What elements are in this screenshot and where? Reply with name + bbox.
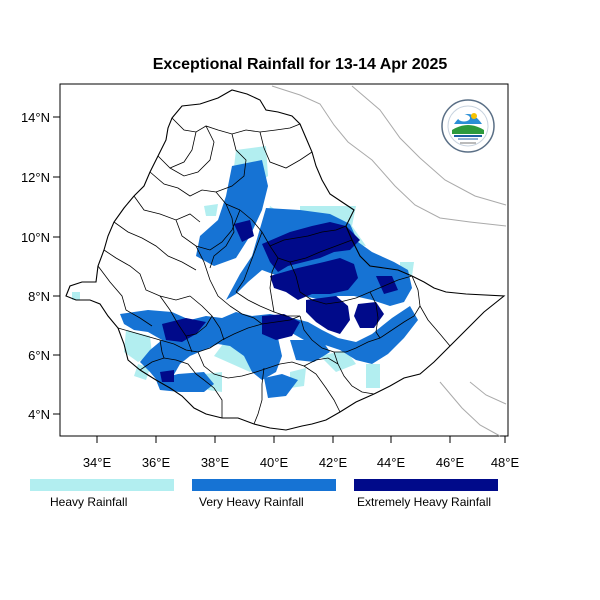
lon-tick-label: 46°E: [436, 455, 465, 470]
very-heavy-rain-area: [196, 160, 268, 266]
neighbor-borders: [271, 85, 507, 437]
sun-icon: [471, 113, 477, 119]
extremely-heavy-rain-area: [270, 258, 358, 300]
heavy-rain-area: [366, 364, 380, 388]
legend-swatch-extremely-heavy: [354, 479, 498, 491]
legend-swatch-very-heavy: [192, 479, 336, 491]
extremely-heavy-rain-area: [306, 296, 350, 334]
extremely-heavy-rain-area: [262, 314, 300, 340]
cloud-icon: [458, 114, 470, 122]
lon-tick-label: 38°E: [201, 455, 230, 470]
rainfall-shading: [72, 146, 418, 398]
very-heavy-rain-area: [290, 340, 330, 362]
lon-tick-label: 44°E: [377, 455, 406, 470]
lat-tick-label: 12°N: [21, 170, 50, 185]
lon-tick-label: 48°E: [491, 455, 520, 470]
map-title: Exceptional Rainfall for 13-14 Apr 2025: [152, 56, 448, 73]
heavy-rain-area: [124, 330, 152, 362]
legend-label-very-heavy: Very Heavy Rainfall: [199, 495, 304, 509]
extremely-heavy-rain-area: [162, 318, 206, 342]
lon-tick-label: 40°E: [260, 455, 289, 470]
emi-logo: [441, 99, 495, 153]
zone-boundaries: [97, 117, 451, 425]
extremely-heavy-rain-area: [160, 370, 174, 382]
legend-label-extremely-heavy: Extremely Heavy Rainfall: [357, 495, 492, 509]
legend-swatch-heavy: [30, 479, 174, 491]
lon-tick-label: 42°E: [319, 455, 348, 470]
legend-label-heavy: Heavy Rainfall: [50, 495, 128, 509]
heavy-rain-area: [204, 204, 218, 216]
heavy-rain-area: [72, 292, 80, 300]
lon-tick-label: 34°E: [83, 455, 112, 470]
extremely-heavy-rain-area: [234, 220, 254, 242]
lat-tick-label: 10°N: [21, 230, 50, 245]
land-icon: [452, 125, 484, 134]
lat-tick-label: 14°N: [21, 110, 50, 125]
ethiopia-border: [65, 89, 506, 431]
lon-tick-label: 36°E: [142, 455, 171, 470]
very-heavy-rain-area: [264, 374, 298, 398]
axis-ticks: 34°E 36°E 38°E 40°E 42°E 44°E 46°E 48°E 14°N 12°N…: [21, 110, 520, 470]
extremely-heavy-rain-area: [262, 222, 360, 272]
lat-tick-label: 8°N: [28, 289, 50, 304]
lat-tick-label: 6°N: [28, 348, 50, 363]
heavy-rain-area: [320, 350, 356, 372]
lat-tick-label: 4°N: [28, 407, 50, 422]
